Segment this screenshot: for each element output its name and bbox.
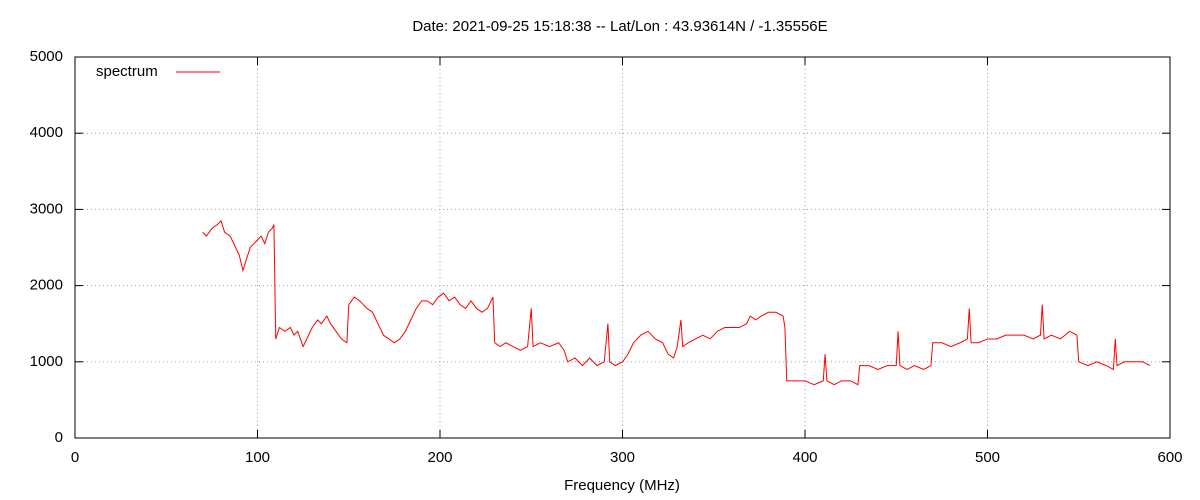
- x-tick-label: 300: [610, 449, 635, 466]
- x-tick-label: 100: [245, 449, 270, 466]
- y-tick-label: 2000: [30, 277, 63, 294]
- y-tick-label: 0: [55, 429, 63, 446]
- y-tick-label: 5000: [30, 48, 63, 65]
- data-line: [202, 219, 1151, 386]
- x-tick-label: 400: [792, 449, 817, 466]
- legend-label: spectrum: [96, 63, 158, 80]
- x-tick-label: 0: [71, 449, 79, 466]
- x-tick-label: 500: [975, 449, 1000, 466]
- y-tick-label: 1000: [30, 353, 63, 370]
- y-tick-label: 3000: [30, 200, 63, 217]
- chart-title: Date: 2021-09-25 15:18:38 -- Lat/Lon : 4…: [412, 18, 827, 35]
- x-tick-label: 600: [1157, 449, 1182, 466]
- x-axis-label: Frequency (MHz): [564, 477, 680, 494]
- y-tick-label: 4000: [30, 124, 63, 141]
- x-tick-label: 200: [427, 449, 452, 466]
- plot-frame: [74, 56, 1171, 439]
